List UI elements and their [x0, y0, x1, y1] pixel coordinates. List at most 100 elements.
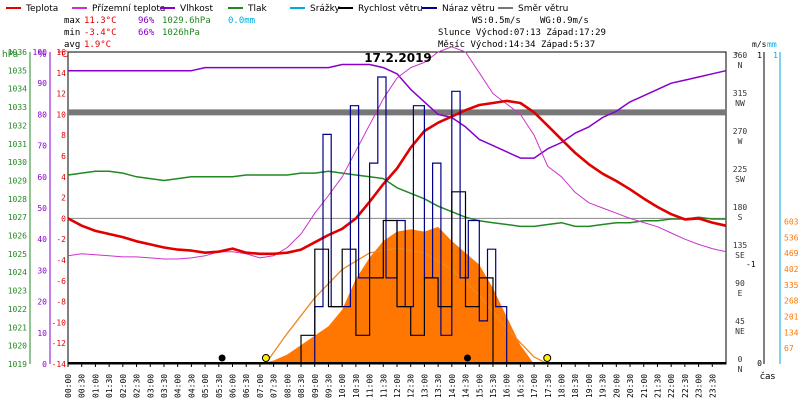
direction-tick-name: SE: [735, 251, 745, 260]
pressure-tick: 1019: [8, 360, 27, 369]
temperature-tick: -8: [56, 298, 66, 307]
x-tick-label: 10:00: [338, 374, 347, 398]
rain-unit: mm: [767, 40, 777, 49]
temperature-tick: -10: [52, 318, 67, 327]
solar-tick: 67: [784, 344, 794, 353]
series-wind-speed: [300, 191, 494, 365]
x-tick-label: 05:30: [215, 374, 224, 398]
pressure-tick: 1030: [8, 158, 27, 167]
direction-tick-name: N: [738, 365, 743, 374]
temperature-tick: -12: [52, 339, 67, 348]
temperature-tick: 14: [56, 69, 66, 78]
stats-min-hum: 66%: [138, 28, 155, 38]
temperature-tick: 10: [56, 110, 66, 119]
stats-max-rain: 0.0mm: [228, 16, 255, 26]
stats-ws: WS:0.5m/s: [472, 16, 521, 26]
x-tick-label: 01:30: [105, 374, 114, 398]
direction-tick: 0: [738, 355, 743, 364]
x-tick-label: 19:00: [585, 374, 594, 398]
x-tick-label: 09:00: [311, 374, 320, 398]
direction-tick-name: NE: [735, 327, 745, 336]
x-tick-label: 22:00: [667, 374, 676, 398]
direction-tick: 225: [733, 165, 748, 174]
temperature-tick: 2: [61, 194, 66, 203]
x-tick-label: 06:30: [242, 374, 251, 398]
x-tick-label: 04:00: [174, 374, 183, 398]
x-tick-label: 16:30: [516, 374, 525, 398]
pressure-tick: 1025: [8, 250, 27, 259]
x-tick-label: 01:00: [91, 374, 100, 398]
x-tick-label: 13:30: [434, 374, 443, 398]
x-tick-label: 11:30: [379, 374, 388, 398]
x-tick-label: 11:00: [366, 374, 375, 398]
x-tick-label: 18:30: [571, 374, 580, 398]
solar-tick: 268: [784, 297, 799, 306]
x-tick-label: 07:30: [270, 374, 279, 398]
temperature-tick: 12: [56, 90, 66, 99]
solar-tick: 469: [784, 249, 799, 258]
legend-item: Náraz větru: [442, 4, 495, 14]
sun-curve: [264, 247, 549, 365]
temperature-tick: 8: [61, 131, 66, 140]
temperature-tick: 16: [56, 48, 66, 57]
x-tick-label: 21:00: [640, 374, 649, 398]
legend-item: Rychlost větru: [358, 4, 423, 14]
stats-avg-label: avg: [64, 40, 80, 50]
chart-title: 17.2.2019: [364, 51, 432, 65]
pressure-tick: 1035: [8, 66, 27, 75]
moon-event-marker: [463, 354, 471, 362]
pressure-tick: 1031: [8, 140, 27, 149]
x-tick-label: 20:30: [626, 374, 635, 398]
pressure-unit: hPa: [2, 50, 18, 60]
direction-tick-name: NW: [735, 99, 745, 108]
pressure-tick: 1034: [8, 85, 27, 94]
plot-area: hPa% °C1019102010211022102310241025102610…: [2, 40, 799, 398]
temperature-tick: -14: [52, 360, 67, 369]
direction-tick-name: N: [738, 61, 743, 70]
x-tick-label: 12:00: [393, 374, 402, 398]
x-tick-label: 08:00: [283, 374, 292, 398]
pressure-tick: 1020: [8, 342, 27, 351]
pressure-tick: 1029: [8, 176, 27, 185]
x-tick-label: 02:00: [119, 374, 128, 398]
moon-event-marker: [218, 354, 226, 362]
pressure-tick: 1027: [8, 213, 27, 222]
solar-tick: 536: [784, 233, 799, 242]
stats-panel: max 11.3°C 96% 1029.6hPa 0.0mm min -3.4°…: [64, 16, 606, 50]
legend-item: Tlak: [247, 4, 268, 14]
direction-tick-name: SW: [735, 175, 745, 184]
direction-tick: 180: [733, 203, 748, 212]
x-tick-label: 06:00: [229, 374, 238, 398]
legend: Teplota Přízemní teplota Vlhkost Tlak Srážky…: [6, 4, 568, 14]
legend-item: Směr větru: [518, 4, 568, 14]
direction-tick-name: W: [738, 137, 743, 146]
stats-min-label: min: [64, 28, 80, 38]
wind-avg-tick: -1: [746, 260, 756, 269]
x-tick-label: 18:00: [558, 374, 567, 398]
humidity-tick: 40: [37, 235, 47, 244]
pressure-tick: 1028: [8, 195, 27, 204]
stats-avg-temp: 1.9°C: [84, 40, 111, 50]
sun-event-marker: [261, 354, 270, 362]
series-humidity: [68, 63, 727, 159]
wind-tick: 1: [757, 51, 762, 60]
x-tick-label: 19:30: [599, 374, 608, 398]
humidity-tick: 60: [37, 173, 47, 182]
solar-tick: 603: [784, 217, 799, 226]
direction-unit: °: [734, 51, 739, 60]
legend-item: Srážky: [310, 4, 341, 14]
direction-tick-name: E: [738, 289, 743, 298]
x-tick-label: 05:00: [201, 374, 210, 398]
legend-item: Vlhkost: [180, 4, 213, 14]
pressure-tick: 1024: [8, 268, 27, 277]
stats-max-label: max: [64, 16, 81, 26]
wind-unit: m/s: [752, 40, 767, 49]
x-tick-label: 10:30: [352, 374, 361, 398]
x-tick-label: 23:00: [695, 374, 704, 398]
x-tick-label: 00:30: [78, 374, 87, 398]
humidity-tick: 100: [33, 48, 48, 57]
x-tick-label: 20:00: [612, 374, 621, 398]
x-tick-label: 17:30: [544, 374, 553, 398]
x-tick-label: 03:00: [146, 374, 155, 398]
humidity-tick: 90: [37, 79, 47, 88]
